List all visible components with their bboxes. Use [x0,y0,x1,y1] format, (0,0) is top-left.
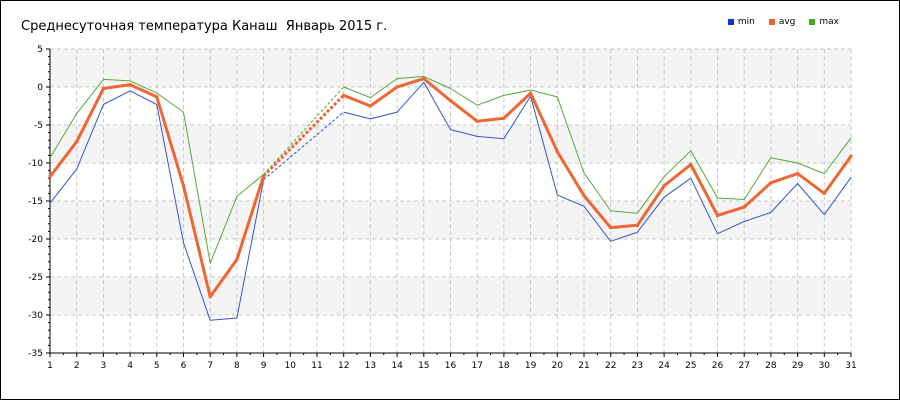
x-tick-label: 31 [845,361,856,371]
series-line-avg [343,77,853,230]
x-tick-label: 29 [792,361,804,371]
series-point-avg [449,99,452,103]
series-point-avg [849,154,853,158]
series-point-avg [796,172,800,176]
series-point-avg [75,140,79,144]
x-tick-label: 19 [525,361,537,371]
x-tick-label: 17 [471,361,482,371]
series-point-avg [582,194,586,198]
series-point-avg [769,181,773,185]
legend-item-max: max [809,17,839,27]
x-tick-label: 12 [338,361,349,371]
chart-legend: min avg max [727,17,839,27]
series-line-max [49,78,264,264]
x-tick-label: 20 [552,361,564,371]
y-tick-label: -25 [28,273,43,283]
legend-label-min: min [737,17,755,27]
series-point-avg [101,87,105,91]
series-line-max [343,75,852,214]
x-tick-label: 7 [207,361,213,371]
series-point-avg [48,175,52,179]
x-tick-label: 16 [445,361,457,371]
series-point-avg [742,205,746,209]
x-tick-label: 1 [47,361,53,371]
series-point-avg [128,83,132,87]
series-point-avg [716,213,719,217]
series-point-avg [208,295,212,299]
series-point-avg [609,226,613,230]
y-tick-label: -30 [28,311,43,321]
legend-label-avg: avg [778,17,796,27]
y-tick-label: -5 [34,121,43,131]
x-tick-label: 2 [74,361,80,371]
series-point-avg [475,119,479,123]
x-tick-label: 5 [154,361,160,371]
series-point-avg [155,95,159,99]
series-point-avg [822,191,826,195]
series-point-avg [502,116,506,120]
series-point-avg [689,163,693,167]
x-tick-label: 26 [712,361,724,371]
x-tick-label: 21 [578,361,589,371]
x-tick-label: 3 [101,361,107,371]
series-point-avg [395,85,399,89]
x-tick-label: 28 [765,361,777,371]
series-line-min [343,81,852,242]
y-tick-label: 5 [37,45,43,55]
y-tick-label: 0 [37,83,43,93]
y-tick-label: -15 [28,197,43,207]
x-tick-label: 10 [285,361,297,371]
plot-band [50,49,851,87]
x-tick-label: 22 [605,361,616,371]
plot-band [50,239,851,277]
legend-label-max: max [819,17,839,27]
series-point-avg [635,223,639,227]
x-tick-label: 27 [738,361,749,371]
y-tick-label: -35 [28,349,43,359]
x-tick-label: 11 [311,361,322,371]
plot-band [50,315,851,353]
x-tick-label: 23 [632,361,643,371]
x-tick-label: 24 [658,361,670,371]
series-point-avg [235,258,239,262]
series-point-avg [182,184,185,188]
x-tick-label: 8 [234,361,240,371]
series-gap-avg [262,94,345,177]
legend-item-avg: avg [768,17,796,27]
series-point-avg [662,184,666,188]
legend-swatch-avg [768,19,775,25]
x-tick-label: 30 [819,361,831,371]
legend-swatch-max [809,19,816,25]
y-tick-label: -20 [28,235,43,245]
x-tick-label: 18 [498,361,510,371]
x-tick-label: 9 [261,361,267,371]
series-point-avg [342,93,346,97]
legend-swatch-min [727,19,734,25]
chart-title: Среднесуточная температура Канаш Январь … [21,19,388,34]
legend-item-min: min [727,17,755,27]
x-tick-label: 13 [365,361,376,371]
series-point-avg [555,150,559,154]
series-gap-min [263,111,345,181]
x-tick-label: 6 [181,361,187,371]
series-point-avg [529,91,533,95]
series-point-avg [422,77,426,81]
x-tick-label: 4 [127,361,133,371]
y-tick-label: -10 [28,159,43,169]
series-point-avg [262,174,266,178]
x-tick-label: 15 [418,361,429,371]
x-tick-label: 14 [391,361,403,371]
series-line-min [49,90,265,321]
series-point-avg [368,104,372,108]
x-tick-label: 25 [685,361,696,371]
